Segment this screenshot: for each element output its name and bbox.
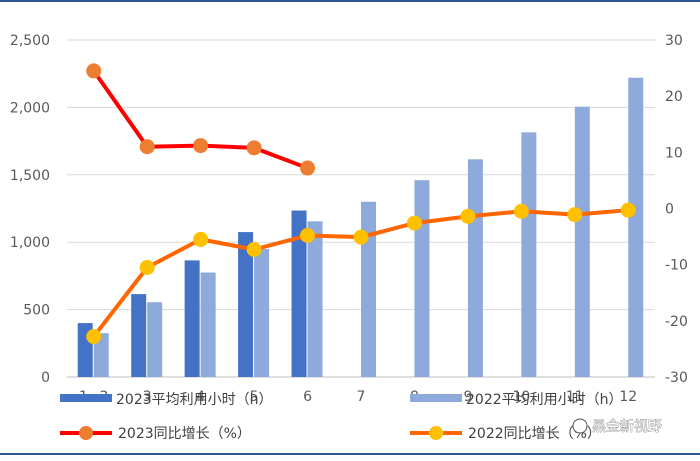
legend-label: 2023平均利用小时（h）: [116, 392, 273, 408]
point-2022: [406, 215, 422, 231]
legend-swatch: [60, 394, 112, 402]
x-tick-label: 3: [143, 389, 152, 405]
point-2022: [193, 231, 209, 247]
right-tick-label: 20: [665, 89, 683, 105]
left-axis-ticks: 0 500 1,000 1,500 2,000 2,500: [10, 33, 50, 386]
right-tick-label: 30: [665, 33, 683, 49]
x-tick-label: 6: [303, 389, 312, 405]
point-2022: [86, 329, 102, 345]
legend-item: 2023同比增长（%）: [60, 426, 251, 442]
bar-2023: [238, 232, 254, 377]
x-tick-label: 9: [463, 389, 472, 405]
bar-2022: [93, 333, 109, 377]
right-axis-ticks: -30 -20 -10 0 10 20 30: [665, 33, 688, 386]
left-tick-label: 1,500: [10, 168, 50, 184]
right-tick-label: -30: [665, 370, 688, 386]
legend-item: 2022平均利用小时（h）: [410, 392, 623, 408]
point-2022: [620, 202, 636, 218]
watermark-text: 黑金新视野: [592, 419, 662, 435]
x-tick-label: 11: [566, 389, 584, 405]
legend: 2023平均利用小时（h） 2022平均利用小时（h） 2023同比增长（%） 202…: [60, 392, 623, 442]
point-2023: [86, 63, 102, 79]
left-tick-label: 2,500: [10, 33, 50, 49]
x-tick-label: 10: [512, 389, 530, 405]
bar-2022: [200, 272, 216, 377]
wechat-icon: [572, 418, 588, 434]
point-2022: [567, 207, 583, 223]
x-tick-label: 7: [357, 389, 366, 405]
bar-2023: [131, 294, 147, 377]
point-2023: [193, 138, 209, 154]
point-2023: [139, 139, 155, 155]
bar-2023: [291, 210, 307, 377]
bar-2022: [147, 302, 163, 377]
lines: [86, 63, 636, 345]
x-tick-label: 4: [196, 389, 205, 405]
bar-2022: [467, 159, 483, 377]
right-tick-label: 10: [665, 145, 683, 161]
right-tick-label: -10: [665, 258, 688, 274]
left-tick-label: 500: [23, 303, 50, 319]
point-2022: [246, 242, 262, 258]
legend-label: 2022平均利用小时（h）: [466, 392, 623, 408]
legend-label: 2022同比增长（%）: [468, 426, 601, 442]
point-2022: [353, 229, 369, 245]
point-2023: [300, 160, 316, 176]
bar-2022: [361, 201, 376, 377]
legend-marker: [429, 426, 443, 440]
point-2022: [139, 259, 155, 275]
bar-2023: [184, 260, 200, 377]
legend-item: 2022同比增长（%）: [410, 426, 601, 442]
x-tick-label: 5: [250, 389, 259, 405]
bar-2022: [414, 180, 430, 377]
bars: [77, 77, 644, 377]
bar-2022: [521, 132, 537, 377]
left-tick-label: 0: [41, 370, 50, 386]
right-tick-label: -20: [665, 314, 688, 330]
point-2022: [460, 208, 476, 224]
bar-2022: [628, 77, 644, 377]
line-2022: [92, 208, 629, 338]
watermark: 黑金新视野: [572, 418, 662, 435]
left-tick-label: 1,000: [10, 235, 50, 251]
bar-2022: [254, 248, 270, 377]
legend-marker: [79, 426, 93, 440]
point-2022: [300, 227, 316, 243]
line-2023: [92, 69, 309, 170]
legend-swatch: [410, 394, 462, 402]
point-2022: [513, 203, 529, 219]
point-2023: [246, 140, 262, 156]
x-tick-label: 12: [619, 389, 637, 405]
right-tick-label: 0: [665, 202, 674, 218]
legend-label: 2023同比增长（%）: [118, 426, 251, 442]
legend-item: 2023平均利用小时（h）: [60, 392, 273, 408]
bar-2022: [307, 221, 323, 377]
left-tick-label: 2,000: [10, 100, 50, 116]
bar-2022: [574, 106, 590, 377]
